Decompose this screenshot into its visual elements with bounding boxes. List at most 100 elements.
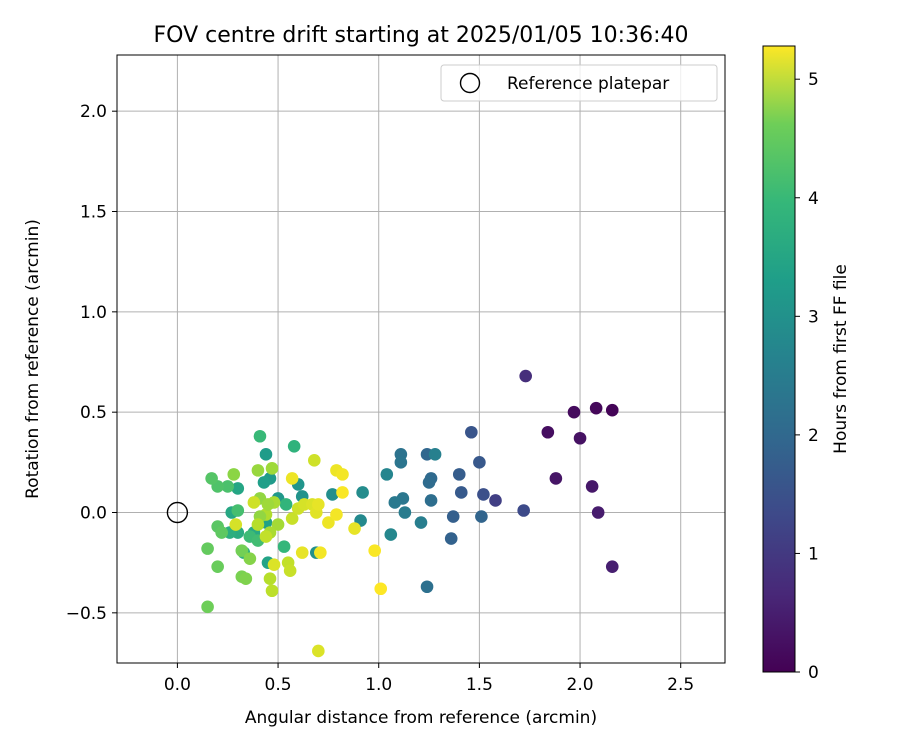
- data-point: [231, 482, 245, 495]
- data-point: [257, 476, 271, 489]
- legend-marker-reference: [459, 72, 481, 94]
- data-point: [265, 462, 279, 475]
- colorbar-tick-label: 0: [808, 663, 819, 683]
- data-point: [229, 518, 243, 531]
- data-point: [239, 572, 253, 586]
- data-point: [271, 518, 285, 531]
- data-point: [549, 472, 563, 485]
- chart-title: FOV centre drift starting at 2025/01/05 …: [154, 23, 689, 48]
- legend-box: [440, 64, 718, 102]
- data-point: [356, 486, 369, 499]
- colorbar: 0 1 2 3 4 5 Hours from first FF file: [762, 45, 851, 683]
- data-point: [567, 405, 581, 419]
- data-point: [374, 582, 388, 596]
- reference-marker: [166, 501, 189, 524]
- colorbar-gradient: [762, 45, 796, 673]
- x-tick-label: 1.0: [365, 675, 392, 695]
- data-point: [287, 439, 301, 453]
- y-axis-ticks: −0.5 0.0 0.5 1.0 1.5 2.0: [66, 102, 117, 624]
- y-tick-label: 1.0: [80, 303, 107, 323]
- data-point: [420, 580, 434, 594]
- data-point: [265, 584, 279, 598]
- data-point: [336, 468, 349, 481]
- y-tick-label: 2.0: [80, 102, 107, 122]
- data-point: [235, 544, 249, 557]
- data-point: [454, 486, 468, 499]
- reference-point: [166, 501, 189, 524]
- data-point: [314, 546, 327, 559]
- data-point: [247, 496, 261, 509]
- data-point: [489, 494, 502, 507]
- x-axis-ticks: 0.0 0.5 1.0 1.5 2.0 2.5: [164, 663, 694, 695]
- data-point: [312, 644, 325, 658]
- data-point: [312, 498, 325, 511]
- data-points: [201, 369, 619, 658]
- y-tick-label: 1.5: [80, 203, 107, 223]
- data-point: [227, 468, 241, 481]
- data-point: [589, 401, 603, 415]
- legend: Reference platepar: [440, 64, 718, 102]
- data-point: [452, 468, 466, 481]
- data-point: [201, 600, 214, 614]
- data-point: [394, 456, 408, 469]
- data-point: [380, 468, 394, 481]
- data-point: [446, 510, 460, 523]
- data-point: [517, 504, 530, 517]
- data-point: [259, 530, 273, 543]
- data-point: [475, 510, 488, 523]
- data-point: [263, 572, 277, 586]
- data-point: [541, 425, 555, 439]
- colorbar-tick-label: 5: [808, 70, 819, 90]
- data-point: [215, 526, 228, 539]
- x-axis-label: Angular distance from reference (arcmin): [245, 708, 597, 728]
- x-tick-label: 2.5: [667, 675, 694, 695]
- data-point: [444, 532, 458, 545]
- data-point: [384, 528, 398, 541]
- data-point: [326, 488, 339, 501]
- data-point: [322, 516, 335, 529]
- y-tick-label: 0.5: [80, 403, 107, 423]
- data-point: [605, 560, 619, 573]
- x-tick-label: 0.5: [265, 675, 292, 695]
- data-point: [368, 544, 381, 557]
- data-point: [251, 518, 265, 531]
- data-point: [251, 464, 265, 477]
- data-point: [205, 472, 218, 485]
- y-tick-label: −0.5: [66, 604, 107, 624]
- data-point: [330, 508, 343, 521]
- plot-frame: [116, 54, 726, 664]
- colorbar-tick-label: 3: [808, 307, 819, 327]
- colorbar-label: Hours from first FF file: [831, 264, 851, 454]
- data-point: [211, 560, 224, 573]
- colorbar-ticks: 0 1 2 3 4 5: [795, 70, 819, 683]
- colorbar-tick-label: 2: [808, 426, 819, 446]
- data-point: [279, 498, 293, 511]
- x-tick-label: 0.0: [164, 675, 191, 695]
- colorbar-tick-label: 1: [808, 544, 819, 564]
- data-point: [428, 448, 442, 461]
- data-point: [267, 558, 281, 571]
- y-tick-label: 0.0: [80, 504, 107, 524]
- data-point: [605, 403, 619, 417]
- data-point: [277, 540, 291, 553]
- data-point: [398, 506, 412, 519]
- y-axis-label: Rotation from reference (arcmin): [23, 219, 43, 499]
- data-point: [259, 448, 273, 461]
- data-point: [231, 504, 245, 517]
- x-tick-label: 1.5: [466, 675, 493, 695]
- data-point: [422, 476, 436, 489]
- data-point: [414, 516, 428, 529]
- data-point: [285, 512, 299, 525]
- data-point: [201, 542, 214, 555]
- data-point: [573, 431, 587, 445]
- grid-lines: [117, 55, 725, 663]
- data-point: [285, 472, 299, 485]
- data-point: [283, 564, 297, 577]
- data-point: [261, 498, 275, 511]
- data-point: [336, 486, 349, 499]
- data-point: [473, 456, 486, 469]
- data-point: [253, 429, 267, 443]
- data-point: [477, 488, 490, 501]
- data-point: [591, 506, 605, 519]
